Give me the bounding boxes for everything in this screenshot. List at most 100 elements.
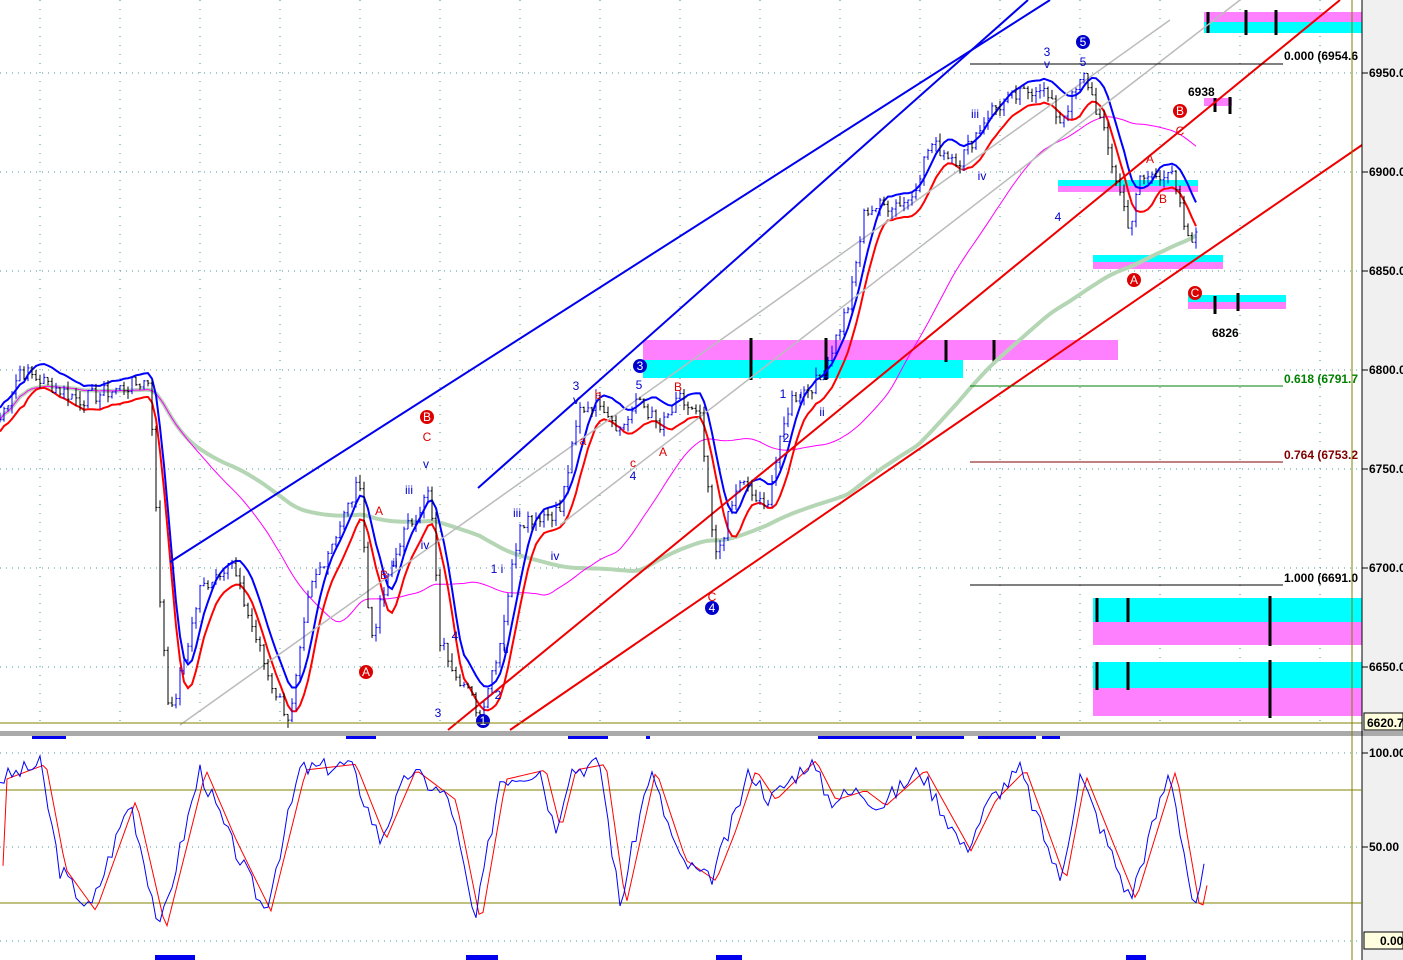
axis-tick-label: 6800.0 <box>1369 363 1403 377</box>
wave-label: i <box>800 387 803 401</box>
price-bar <box>210 581 214 592</box>
wave-label-text: 3 <box>637 359 644 373</box>
price-bar <box>870 205 874 216</box>
price-bar <box>106 380 110 403</box>
price-bar <box>1178 185 1182 208</box>
price-bar <box>1126 199 1130 229</box>
price-bar <box>554 501 558 526</box>
wave-circle <box>705 601 719 615</box>
price-bar <box>658 418 662 433</box>
price-bar <box>582 406 586 413</box>
price-bar <box>1130 220 1134 236</box>
price-bar <box>538 515 542 527</box>
wave-label: 4 <box>705 601 719 615</box>
zone-cyan <box>1093 662 1362 688</box>
wave-label: 4 <box>630 469 637 483</box>
price-bar <box>670 404 674 416</box>
price-bar <box>10 391 14 414</box>
price-bar <box>454 666 458 681</box>
time-markers <box>32 736 1146 960</box>
wave-label: c <box>630 456 636 470</box>
wave-label: iv <box>421 538 430 552</box>
price-bars <box>0 72 1198 728</box>
price-bar <box>1150 171 1154 184</box>
price-bar <box>522 525 526 529</box>
price-bar <box>550 511 554 528</box>
price-bar <box>126 386 130 399</box>
price-bar <box>786 407 790 428</box>
price-bar <box>450 653 454 672</box>
price-bar <box>1194 227 1198 249</box>
price-bar <box>98 392 102 409</box>
price-bar <box>1122 184 1126 212</box>
wave-label-text: a <box>580 434 587 448</box>
price-bar <box>1030 88 1034 103</box>
wave-label: C <box>708 590 717 604</box>
wave-label: b <box>595 388 602 402</box>
price-bar <box>238 568 242 590</box>
price-bar <box>290 698 294 723</box>
price-bar <box>154 425 158 512</box>
wave-label: 3 <box>573 379 580 393</box>
price-bar <box>222 569 226 581</box>
price-bar <box>894 199 898 217</box>
price-bar <box>30 366 34 379</box>
wave-circle <box>359 665 373 679</box>
price-bar <box>34 370 38 382</box>
price-bar <box>706 455 710 493</box>
price-bar <box>986 110 990 130</box>
wave-label-text: 1 i <box>491 562 504 576</box>
wave-label-text: 5 <box>636 378 643 392</box>
price-bar <box>966 134 970 155</box>
price-bar <box>574 420 578 446</box>
wave-label: B <box>1173 104 1187 118</box>
wave-label: 1 i <box>491 562 504 576</box>
price-bar <box>6 405 10 412</box>
wave-label-text: ii <box>503 642 508 656</box>
wave-label: C <box>423 430 432 444</box>
price-bar <box>918 174 922 193</box>
price-bar <box>738 480 742 493</box>
price-bar <box>778 435 782 469</box>
price-bar <box>694 404 698 415</box>
price-bar <box>498 642 502 668</box>
price-bar <box>898 195 902 207</box>
price-bar <box>18 365 22 382</box>
price-bar <box>1054 95 1058 125</box>
zone-cyan <box>1058 180 1198 186</box>
price-bar <box>686 401 690 415</box>
price-bar <box>1042 82 1046 97</box>
price-bar <box>174 693 178 709</box>
price-bar <box>762 492 766 510</box>
panel-splitter[interactable] <box>0 731 1403 736</box>
wave-label-text: iv <box>421 538 430 552</box>
price-bar <box>534 512 538 531</box>
wave-label: 5 <box>1076 35 1090 49</box>
price-bar <box>358 474 362 492</box>
price-bar <box>818 374 822 381</box>
trendlines <box>169 0 1363 731</box>
zone-cyan <box>1093 255 1223 262</box>
price-bar <box>1002 98 1006 116</box>
price-bar <box>306 590 310 623</box>
wave-label-text: b <box>595 388 602 402</box>
wave-label: ii <box>503 642 508 656</box>
price-bar <box>1158 170 1162 186</box>
price-bar <box>1106 122 1110 156</box>
price-bar <box>186 642 190 662</box>
price-bar <box>434 511 438 582</box>
price-bar <box>346 502 350 517</box>
price-bar <box>770 474 774 507</box>
wave-label: A <box>375 504 383 518</box>
wave-circle <box>1127 273 1141 287</box>
wave-label-text: 4 <box>1055 210 1062 224</box>
price-bar <box>542 510 546 528</box>
price-bar <box>214 568 218 585</box>
price-bar <box>262 643 266 670</box>
price-bar <box>774 456 778 486</box>
price-bar <box>470 686 474 696</box>
wave-label-text: iii <box>513 506 521 520</box>
price-bar <box>942 149 946 161</box>
price-bar <box>0 412 2 423</box>
